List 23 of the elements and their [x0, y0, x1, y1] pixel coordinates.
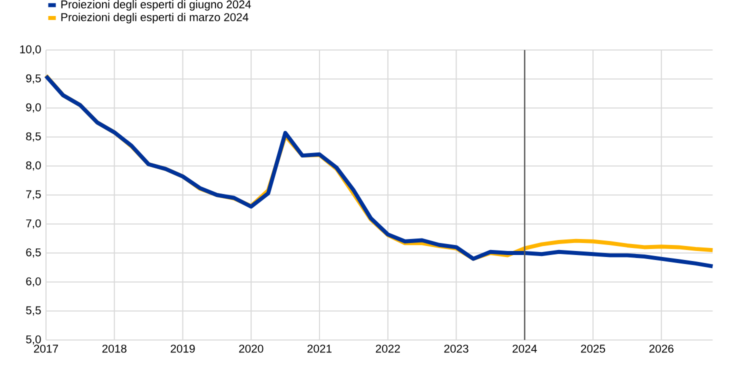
x-tick-label: 2025 [581, 344, 606, 353]
x-tick-label: 2017 [34, 344, 58, 353]
x-tick-label: 2020 [239, 344, 264, 353]
x-tick-label: 2024 [512, 344, 537, 353]
y-tick-label: 9,5 [26, 74, 41, 84]
x-tick-label: 2019 [170, 344, 195, 353]
legend-label: Proiezioni degli esperti di marzo 2024 [61, 12, 248, 24]
y-tick-label: 8,5 [26, 132, 41, 142]
x-tick-label: 2021 [308, 344, 332, 353]
x-tick-label: 2022 [376, 344, 400, 353]
legend-label: Proiezioni degli esperti di giugno 2024 [61, 0, 251, 11]
y-tick-label: 6,5 [26, 248, 41, 258]
y-tick-label: 5,5 [26, 306, 41, 316]
x-tick-label: 2018 [102, 344, 126, 353]
y-tick-label: 7,5 [26, 190, 41, 200]
y-tick-label: 7,0 [26, 219, 41, 229]
y-tick-label: 5,0 [26, 335, 41, 345]
y-tick-label: 6,0 [26, 277, 41, 287]
x-tick-label: 2026 [649, 344, 674, 353]
y-tick-label: 10,0 [20, 45, 41, 55]
y-tick-label: 9,0 [26, 103, 41, 113]
y-tick-label: 8,0 [26, 161, 41, 171]
x-tick-label: 2023 [444, 344, 468, 353]
